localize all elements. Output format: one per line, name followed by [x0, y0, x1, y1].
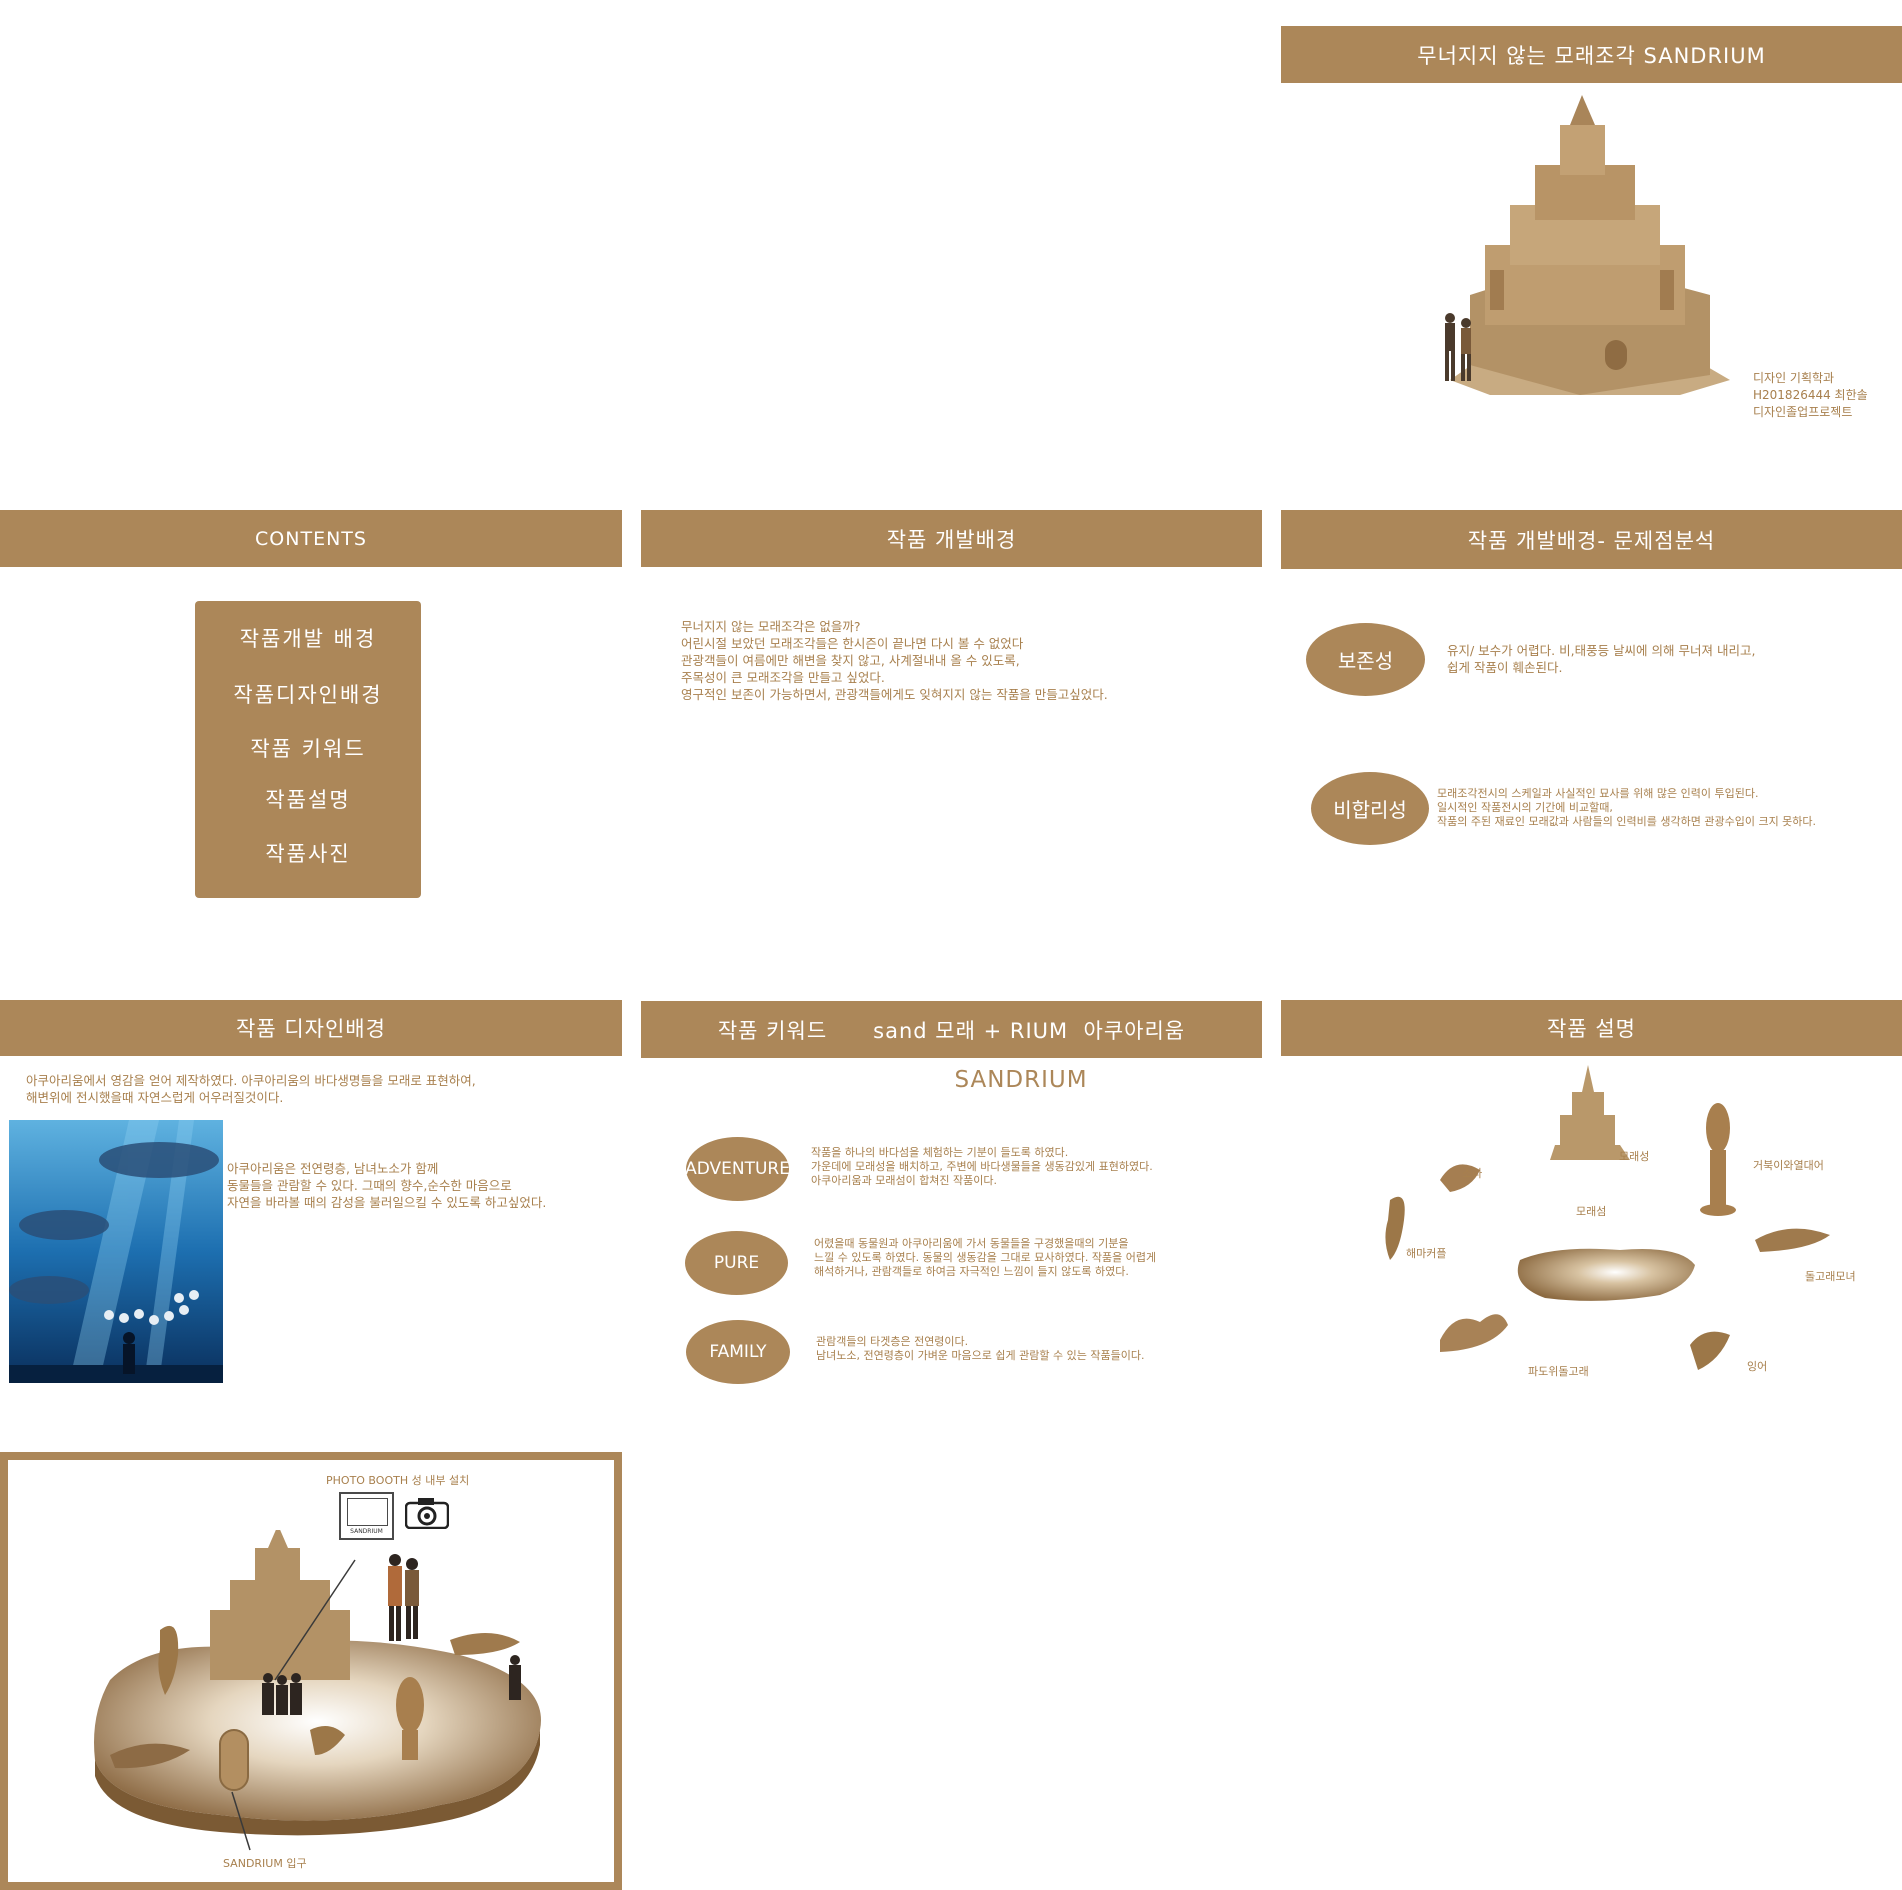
explain-label-dolphins: 돌고래모녀	[1805, 1270, 1856, 1283]
photo-frame	[0, 1452, 622, 1890]
contents-item-design: 작품디자인배경	[233, 683, 383, 707]
explain-shell	[1440, 1164, 1480, 1192]
design-title-bar: 작품 디자인배경	[0, 1000, 622, 1056]
keyword-badge-pure: PURE	[685, 1231, 788, 1295]
explain-seahorse	[1385, 1196, 1405, 1260]
contents-menu: 작품개발 배경 작품디자인배경 작품 키워드 작품설명 작품사진	[195, 601, 421, 898]
background-text: 무너지지 않는 모래조각은 없을까? 어린시절 보았던 모래조각들은 한시즌이 …	[681, 618, 1108, 703]
keyword-title-bar: 작품 키워드 sand 모래 + RIUM 아쿠아리움	[641, 1001, 1262, 1058]
design-intro-line: 해변위에 전시했을때 자연스럽게 어우러질것이다.	[26, 1090, 284, 1105]
background-line: 어린시절 보았던 모래조각들은 한시즌이 끝나면 다시 볼 수 없었다	[681, 636, 1024, 651]
photo-entrance-label: SANDRIUM 입구	[223, 1857, 307, 1870]
explain-label-turtle: 거북이와열대어	[1753, 1159, 1824, 1172]
analysis-title: 작품 개발배경- 문제점분석	[1467, 528, 1716, 553]
cover-title-bar: 무너지지 않는 모래조각 SANDRIUM	[1281, 26, 1902, 83]
keyword-name: SANDRIUM	[954, 1067, 1088, 1093]
cover-author-line: H201826444 최한솔	[1753, 388, 1868, 402]
keyword-badge-label: PURE	[713, 1253, 760, 1273]
keyword-badge-label: FAMILY	[709, 1342, 767, 1362]
keyword-line: 남녀노소, 전연령층이 가벼운 마음으로 쉽게 관람할 수 있는 작품들이다.	[816, 1349, 1145, 1362]
analysis-line: 일시적인 작품전시의 기간에 비교할때,	[1437, 801, 1613, 814]
explain-label-wave-dolphin: 파도위돌고래	[1528, 1365, 1589, 1378]
explain-island	[1517, 1248, 1695, 1301]
keyword-text-pure: 어렸을때 동물원과 아쿠아리움에 가서 동물들을 구경했을때의 기분을 느낄 수…	[814, 1237, 1156, 1279]
cover-sandcastle-image	[1445, 95, 1730, 395]
design-intro: 아쿠아리움에서 영감을 얻어 제작하였다. 아쿠아리움의 바다생명들을 모래로 …	[26, 1072, 476, 1106]
keyword-line: 작품을 하나의 바다섬을 체험하는 기분이 들도록 하였다.	[811, 1146, 1069, 1159]
cover-author: 디자인 기획학과 H201826444 최한솔 디자인졸업프로젝트	[1753, 370, 1868, 421]
keyword-line: 해석하거나, 관람객들로 하여금 자극적인 느낌이 들지 않도록 하였다.	[814, 1265, 1129, 1278]
explain-label-island: 모래섬	[1576, 1205, 1607, 1218]
background-title: 작품 개발배경	[886, 527, 1017, 552]
explain-figures	[1385, 1065, 1830, 1370]
explain-label-carp: 잉어	[1747, 1360, 1768, 1373]
keyword-line: 어렸을때 동물원과 아쿠아리움에 가서 동물들을 구경했을때의 기분을	[814, 1237, 1129, 1250]
background-line: 무너지지 않는 모래조각은 없을까?	[681, 619, 861, 634]
aquarium-photo	[9, 1120, 223, 1383]
analysis-badge-irrationality: 비합리성	[1311, 772, 1429, 845]
analysis-badge-preservation: 보존성	[1306, 623, 1425, 696]
analysis-text-preservation: 유지/ 보수가 어렵다. 비,태풍등 날씨에 의해 무너져 내리고, 쉽게 작품…	[1447, 642, 1755, 676]
photo-booth-sign-text: SANDRIUM	[350, 1528, 383, 1535]
keyword-line: 아쿠아리움과 모래섬이 합쳐진 작품이다.	[811, 1174, 998, 1187]
design-desc-line: 아쿠아리움은 전연령층, 남녀노소가 함께	[227, 1161, 439, 1176]
design-desc-line: 동물들을 관람할 수 있다. 그때의 향수,순수한 마음으로	[227, 1178, 512, 1193]
keyword-line: 가운데에 모래성을 배치하고, 주변에 바다생물들을 생동감있게 표현하였다.	[811, 1160, 1153, 1173]
analysis-badge-label: 보존성	[1337, 649, 1394, 673]
contents-title: CONTENTS	[255, 527, 367, 550]
analysis-line: 모래조각전시의 스케일과 사실적인 묘사를 위해 많은 인력이 투입된다.	[1437, 787, 1759, 800]
keyword-badge-label: ADVENTURE	[685, 1159, 790, 1179]
analysis-line: 쉽게 작품이 훼손된다.	[1447, 660, 1563, 675]
analysis-line: 유지/ 보수가 어렵다. 비,태풍등 날씨에 의해 무너져 내리고,	[1447, 643, 1756, 658]
contents-item-explain: 작품설명	[265, 788, 351, 812]
background-line: 주목성이 큰 모래조각을 만들고 싶었다.	[681, 670, 885, 685]
photo-booth-label: PHOTO BOOTH 성 내부 설치	[326, 1474, 470, 1487]
explain-turtle	[1700, 1103, 1736, 1216]
explain-label-seahorse: 해마커플	[1406, 1247, 1447, 1260]
background-line: 영구적인 보존이 가능하면서, 관광객들에게도 잊혀지지 않는 작품을 만들고싶…	[681, 687, 1108, 702]
analysis-text-irrationality: 모래조각전시의 스케일과 사실적인 묘사를 위해 많은 인력이 투입된다. 일시…	[1437, 787, 1816, 829]
explain-label-castle: 모래성	[1619, 1150, 1650, 1163]
keyword-badge-family: FAMILY	[686, 1320, 790, 1384]
keyword-title: 작품 키워드 sand 모래 + RIUM 아쿠아리움	[717, 1018, 1186, 1043]
explain-castle	[1550, 1065, 1630, 1160]
photo-booth-sign: SANDRIUM	[339, 1492, 394, 1540]
explain-label-shell: 소라	[1462, 1167, 1483, 1180]
explain-dolphins	[1755, 1228, 1830, 1252]
design-desc-line: 자연을 바라볼 때의 감성을 불러일으킬 수 있도록 하고싶었다.	[227, 1195, 547, 1210]
design-title: 작품 디자인배경	[236, 1017, 386, 1041]
contents-title-bar: CONTENTS	[0, 510, 622, 567]
analysis-line: 작품의 주된 재료인 모래값과 사람들의 인력비를 생각하면 관광수입이 크지 …	[1437, 815, 1817, 828]
keyword-badge-adventure: ADVENTURE	[685, 1137, 790, 1201]
explain-title: 작품 설명	[1547, 1017, 1636, 1041]
background-line: 관광객들이 여름에만 해변을 찾지 않고, 사계절내내 올 수 있도록,	[681, 653, 1020, 668]
contents-item-keyword: 작품 키워드	[250, 737, 366, 761]
cover-author-line: 디자인졸업프로젝트	[1753, 405, 1853, 419]
camera-icon	[405, 1498, 449, 1529]
keyword-text-adventure: 작품을 하나의 바다섬을 체험하는 기분이 들도록 하였다. 가운데에 모래성을…	[811, 1146, 1153, 1188]
analysis-title-bar: 작품 개발배경- 문제점분석	[1281, 510, 1902, 569]
design-desc: 아쿠아리움은 전연령층, 남녀노소가 함께 동물들을 관람할 수 있다. 그때의…	[227, 1160, 546, 1211]
cover-author-line: 디자인 기획학과	[1753, 371, 1835, 385]
explain-carp	[1690, 1331, 1730, 1370]
background-title-bar: 작품 개발배경	[641, 510, 1262, 567]
keyword-line: 느낄 수 있도록 하였다. 동물의 생동감을 그대로 묘사하였다. 작품을 어렵…	[814, 1251, 1157, 1264]
analysis-badge-label: 비합리성	[1333, 798, 1407, 822]
contents-item-photo: 작품사진	[265, 842, 351, 866]
cover-title: 무너지지 않는 모래조각 SANDRIUM	[1417, 43, 1766, 68]
keyword-text-family: 관람객들의 타겟층은 전연령이다. 남녀노소, 전연령층이 가벼운 마음으로 쉽…	[816, 1335, 1144, 1363]
design-intro-line: 아쿠아리움에서 영감을 얻어 제작하였다. 아쿠아리움의 바다생명들을 모래로 …	[26, 1073, 476, 1088]
explain-wave-dolphin	[1440, 1314, 1508, 1352]
contents-item-background: 작품개발 배경	[239, 627, 377, 651]
photo-installation-scene	[94, 1530, 541, 1851]
explain-title-bar: 작품 설명	[1281, 1000, 1902, 1056]
keyword-line: 관람객들의 타겟층은 전연령이다.	[816, 1335, 969, 1348]
